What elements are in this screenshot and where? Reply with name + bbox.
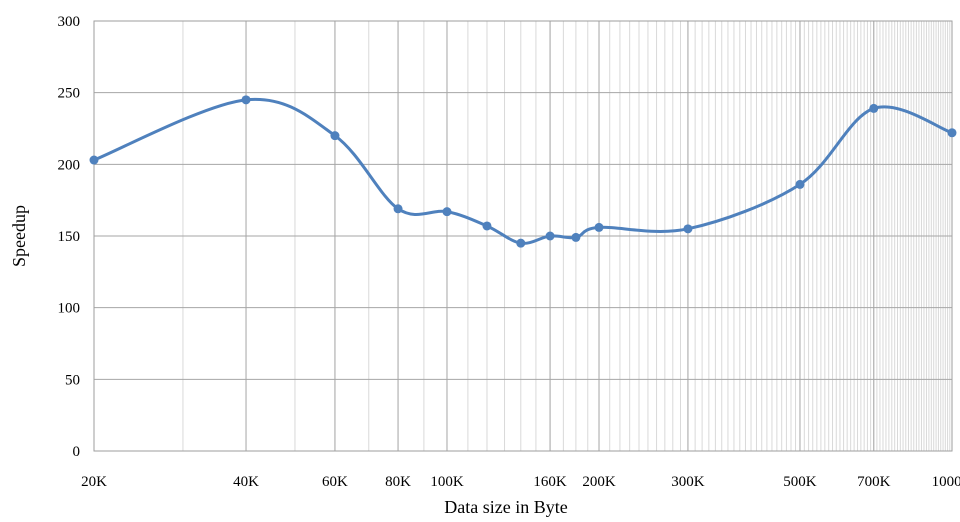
data-point <box>330 131 340 141</box>
y-axis-tick-labels: 0 50 100 150 200 250 300 <box>58 14 81 460</box>
x-tick-label: 40K <box>233 474 259 490</box>
data-point <box>442 207 452 217</box>
x-tick-label: 300K <box>671 474 705 490</box>
y-tick-label: 300 <box>58 14 81 30</box>
x-axis-tick-labels: 20K 40K 60K 80K 100K 160K 200K 300K 500K 700K 1000… <box>81 474 960 490</box>
data-point <box>545 231 555 241</box>
x-tick-label: 1000K <box>932 474 960 490</box>
data-point <box>594 222 604 232</box>
y-tick-label: 0 <box>73 444 81 460</box>
x-tick-label: 160K <box>533 474 567 490</box>
data-point <box>947 128 957 138</box>
y-tick-label: 250 <box>58 86 81 102</box>
y-tick-label: 50 <box>65 372 80 388</box>
x-tick-label: 60K <box>322 474 348 490</box>
plot-border <box>93 20 953 452</box>
data-point <box>241 95 251 105</box>
x-tick-label: 100K <box>430 474 464 490</box>
x-tick-label: 500K <box>783 474 817 490</box>
data-point <box>869 103 879 113</box>
data-point <box>516 238 526 248</box>
data-point <box>571 232 581 242</box>
y-tick-label: 200 <box>58 157 81 173</box>
x-axis-label: Data size in Byte <box>444 497 567 517</box>
data-point <box>393 204 403 214</box>
data-point <box>89 155 99 165</box>
x-tick-label: 200K <box>582 474 616 490</box>
x-tick-label: 80K <box>385 474 411 490</box>
y-axis-label: Speedup <box>9 205 29 267</box>
y-tick-label: 100 <box>58 301 81 317</box>
x-tick-label: 20K <box>81 474 107 490</box>
speedup-series-points <box>89 95 957 248</box>
y-tick-label: 150 <box>58 229 81 245</box>
data-point <box>482 221 492 231</box>
x-tick-label: 700K <box>857 474 891 490</box>
data-point <box>795 179 805 189</box>
data-point <box>683 224 693 234</box>
